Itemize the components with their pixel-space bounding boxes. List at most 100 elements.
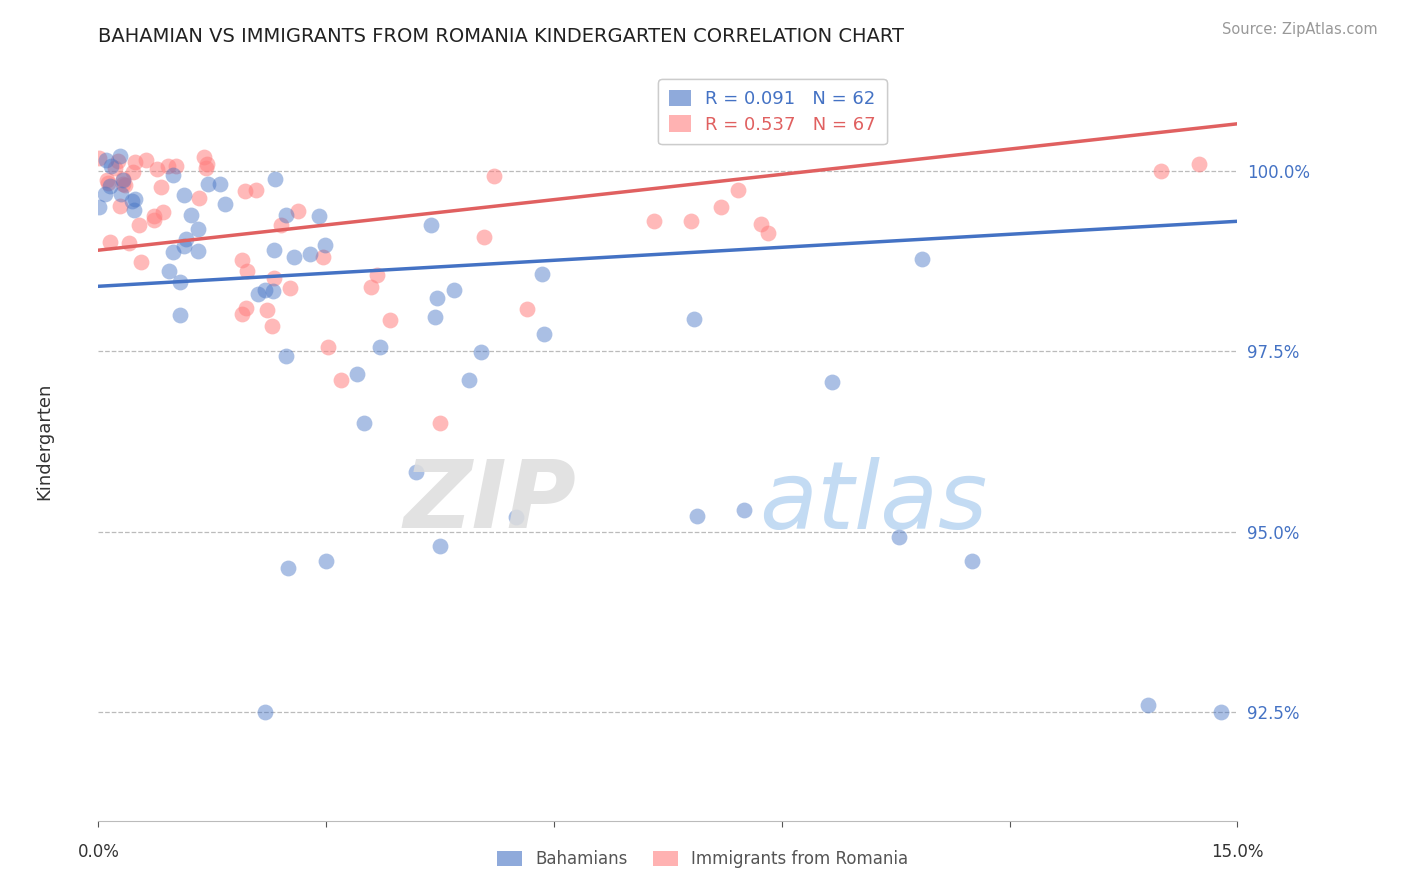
Point bbox=[208, 178, 231, 192]
Legend: Bahamians, Immigrants from Romania: Bahamians, Immigrants from Romania bbox=[491, 844, 915, 875]
Point bbox=[315, 554, 337, 568]
Point bbox=[180, 208, 202, 222]
Point bbox=[264, 172, 287, 186]
Point bbox=[187, 222, 209, 236]
Point bbox=[96, 153, 118, 167]
Point bbox=[152, 205, 174, 219]
Point bbox=[108, 148, 131, 162]
Point bbox=[733, 503, 755, 517]
Point bbox=[1137, 698, 1160, 712]
Point bbox=[117, 235, 139, 250]
Text: ZIP: ZIP bbox=[404, 456, 576, 549]
Point bbox=[443, 283, 465, 297]
Point bbox=[111, 172, 134, 186]
Text: 0.0%: 0.0% bbox=[77, 844, 120, 862]
Point bbox=[911, 252, 934, 266]
Point bbox=[366, 268, 388, 283]
Point bbox=[470, 345, 492, 359]
Point bbox=[346, 368, 368, 382]
Point bbox=[146, 161, 169, 176]
Text: Kindergarten: Kindergarten bbox=[35, 383, 53, 500]
Point bbox=[820, 375, 842, 389]
Point bbox=[100, 178, 122, 193]
Point bbox=[756, 226, 779, 240]
Point bbox=[143, 213, 166, 227]
Point bbox=[122, 203, 145, 218]
Point bbox=[114, 178, 136, 193]
Point bbox=[960, 554, 983, 568]
Point bbox=[94, 187, 117, 202]
Point bbox=[214, 196, 236, 211]
Point bbox=[263, 271, 285, 285]
Point bbox=[253, 283, 276, 297]
Point bbox=[128, 218, 150, 232]
Point bbox=[270, 218, 292, 232]
Point bbox=[283, 250, 305, 264]
Point bbox=[1150, 163, 1173, 178]
Point bbox=[142, 209, 165, 223]
Point bbox=[112, 173, 135, 187]
Point bbox=[277, 561, 299, 575]
Point bbox=[173, 238, 195, 252]
Point bbox=[505, 510, 527, 524]
Point bbox=[89, 152, 111, 166]
Point bbox=[110, 198, 132, 212]
Point bbox=[121, 165, 143, 179]
Point bbox=[679, 214, 702, 228]
Point bbox=[1209, 706, 1232, 720]
Point bbox=[197, 177, 219, 191]
Legend: R = 0.091   N = 62, R = 0.537   N = 67: R = 0.091 N = 62, R = 0.537 N = 67 bbox=[658, 79, 887, 145]
Point bbox=[263, 243, 285, 257]
Point bbox=[236, 264, 259, 278]
Point bbox=[231, 307, 253, 321]
Point bbox=[195, 157, 218, 171]
Point bbox=[360, 280, 382, 294]
Point bbox=[107, 153, 129, 168]
Point bbox=[643, 214, 665, 228]
Point bbox=[89, 200, 111, 214]
Point bbox=[169, 309, 191, 323]
Point bbox=[420, 219, 443, 233]
Point bbox=[1188, 156, 1211, 170]
Point bbox=[231, 252, 253, 267]
Point bbox=[193, 150, 215, 164]
Text: atlas: atlas bbox=[759, 457, 987, 548]
Text: Source: ZipAtlas.com: Source: ZipAtlas.com bbox=[1222, 22, 1378, 37]
Point bbox=[165, 159, 187, 173]
Point bbox=[429, 417, 451, 431]
Point bbox=[316, 340, 339, 354]
Point bbox=[749, 217, 772, 231]
Point bbox=[516, 302, 538, 317]
Point bbox=[426, 292, 449, 306]
Point bbox=[287, 203, 309, 218]
Point bbox=[235, 301, 257, 315]
Point bbox=[260, 319, 283, 334]
Point bbox=[378, 313, 401, 327]
Point bbox=[314, 238, 336, 252]
Point bbox=[682, 312, 704, 326]
Point bbox=[174, 232, 197, 246]
Point bbox=[710, 200, 733, 214]
Point bbox=[329, 373, 352, 387]
Point bbox=[299, 247, 322, 261]
Point bbox=[889, 530, 911, 544]
Point bbox=[150, 180, 173, 194]
Point bbox=[157, 264, 180, 278]
Point bbox=[129, 255, 152, 269]
Point bbox=[686, 509, 709, 524]
Point bbox=[276, 208, 298, 222]
Point bbox=[100, 159, 122, 173]
Point bbox=[368, 340, 391, 354]
Point bbox=[276, 349, 298, 363]
Point bbox=[104, 161, 127, 175]
Point bbox=[482, 169, 505, 183]
Point bbox=[472, 230, 495, 244]
Point bbox=[121, 194, 143, 208]
Point bbox=[247, 286, 270, 301]
Point bbox=[254, 706, 277, 720]
Point bbox=[530, 267, 553, 281]
Point bbox=[353, 416, 375, 430]
Point bbox=[423, 310, 446, 324]
Point bbox=[262, 284, 284, 298]
Point bbox=[110, 186, 132, 201]
